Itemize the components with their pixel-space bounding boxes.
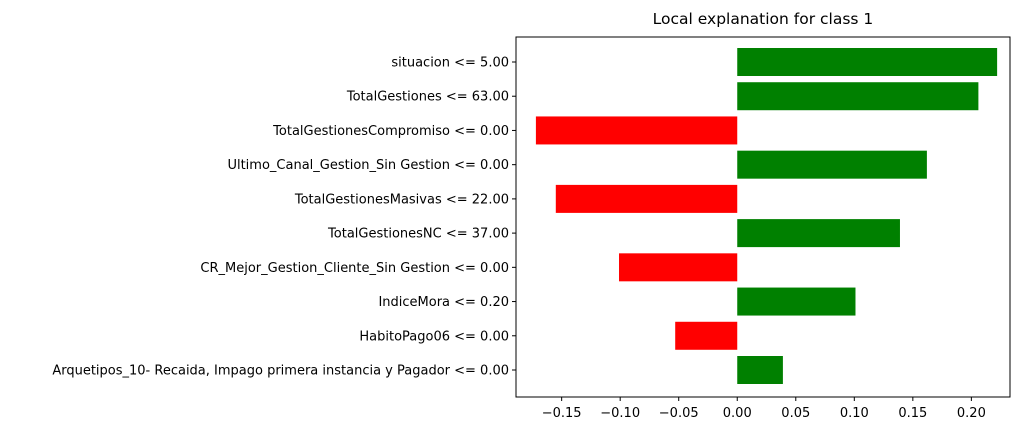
bar-5 (737, 219, 900, 248)
plot-frame (515, 36, 1011, 398)
y-tick-label: Ultimo_Canal_Gestion_Sin Gestion <= 0.00 (227, 158, 509, 173)
bar-1 (737, 82, 979, 111)
y-tick-labels: situacion <= 5.00 TotalGestiones <= 63.00… (52, 56, 516, 379)
bar-4 (555, 184, 738, 213)
y-tick-label: TotalGestiones <= 63.00 (346, 90, 509, 105)
x-tick-label: −0.10 (600, 406, 640, 421)
chart-title: Local explanation for class 1 (653, 10, 874, 28)
y-tick-label: Arquetipos_10- Recaida, Impago primera i… (52, 364, 509, 379)
y-tick-label: situacion <= 5.00 (391, 56, 509, 71)
y-tick-label: TotalGestionesNC <= 37.00 (327, 227, 509, 242)
bar-2 (535, 116, 738, 145)
bar-9 (737, 356, 783, 384)
x-tick-label: 0.05 (781, 406, 810, 421)
x-tick-label: 0.10 (840, 406, 869, 421)
x-tick-label: 0.20 (957, 406, 986, 421)
bar-8 (675, 321, 738, 350)
x-tick-label: 0.15 (898, 406, 927, 421)
x-axis: −0.15 −0.10 −0.05 0.00 0.05 0.10 0.15 0.20 (542, 397, 986, 421)
bars-group (535, 48, 998, 384)
y-tick-label: TotalGestionesCompromiso <= 0.00 (272, 124, 509, 139)
bar-7 (737, 287, 856, 316)
bar-0 (737, 48, 998, 76)
y-tick-label: HabitoPago06 <= 0.00 (359, 329, 509, 344)
bar-3 (737, 150, 927, 179)
y-tick-label: TotalGestionesMasivas <= 22.00 (294, 192, 509, 207)
y-tick-label: IndiceMora <= 0.20 (378, 295, 509, 310)
x-tick-label: 0.00 (723, 406, 752, 421)
x-tick-label: −0.05 (659, 406, 699, 421)
x-tick-label: −0.15 (542, 406, 582, 421)
y-tick-label: CR_Mejor_Gestion_Cliente_Sin Gestion <= … (200, 261, 509, 276)
bar-6 (619, 253, 738, 282)
